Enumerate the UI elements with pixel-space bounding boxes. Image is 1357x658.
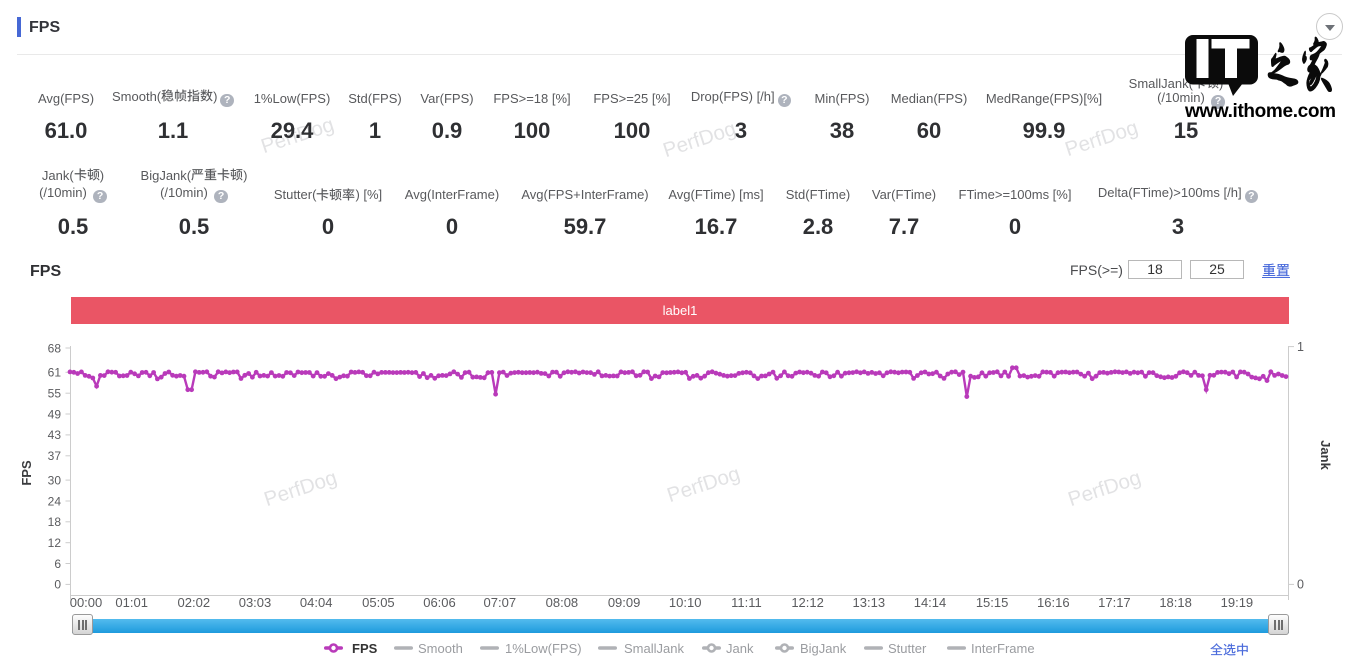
svg-text:12:12: 12:12	[791, 595, 824, 610]
svg-text:61: 61	[48, 366, 62, 380]
svg-text:43: 43	[48, 428, 62, 442]
svg-text:03:03: 03:03	[239, 595, 272, 610]
svg-text:06:06: 06:06	[423, 595, 456, 610]
svg-text:37: 37	[48, 449, 62, 463]
svg-text:02:02: 02:02	[178, 595, 211, 610]
svg-text:55: 55	[48, 387, 62, 401]
svg-text:11:11: 11:11	[731, 595, 762, 610]
svg-text:01:01: 01:01	[115, 595, 148, 610]
svg-text:Jank: Jank	[1318, 440, 1333, 470]
svg-text:16:16: 16:16	[1037, 595, 1070, 610]
svg-text:18:18: 18:18	[1159, 595, 1192, 610]
svg-text:07:07: 07:07	[484, 595, 517, 610]
svg-text:49: 49	[48, 407, 62, 421]
svg-text:13:13: 13:13	[853, 595, 886, 610]
svg-text:00:00: 00:00	[70, 595, 103, 610]
svg-text:10:10: 10:10	[669, 595, 702, 610]
svg-text:08:08: 08:08	[546, 595, 579, 610]
svg-text:0: 0	[1297, 578, 1304, 592]
svg-text:24: 24	[48, 494, 62, 508]
svg-text:15:15: 15:15	[976, 595, 1009, 610]
svg-text:68: 68	[48, 341, 62, 355]
svg-text:6: 6	[54, 557, 61, 571]
svg-text:09:09: 09:09	[608, 595, 641, 610]
svg-text:12: 12	[48, 536, 62, 550]
svg-text:05:05: 05:05	[362, 595, 395, 610]
svg-text:04:04: 04:04	[300, 595, 333, 610]
svg-text:FPS: FPS	[19, 460, 34, 486]
svg-text:19:19: 19:19	[1221, 595, 1254, 610]
svg-text:1: 1	[1297, 340, 1304, 354]
svg-text:0: 0	[54, 578, 61, 592]
svg-text:18: 18	[48, 515, 62, 529]
svg-text:17:17: 17:17	[1098, 595, 1131, 610]
svg-text:30: 30	[48, 473, 62, 487]
svg-text:14:14: 14:14	[914, 595, 947, 610]
